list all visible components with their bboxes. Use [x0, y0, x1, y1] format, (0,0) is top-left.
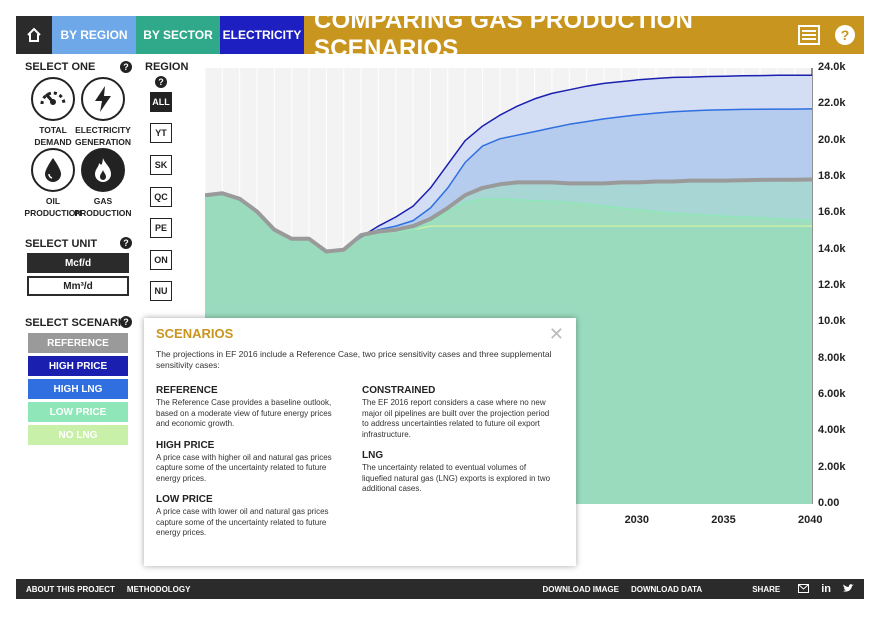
- y-tick-label: 22.0k: [818, 97, 846, 110]
- line-reference: [205, 177, 813, 254]
- unit-mm3d-button[interactable]: Mm³/d: [27, 276, 129, 296]
- flame-icon: [95, 158, 111, 182]
- high-price-text: A price case with higher oil and natural…: [156, 452, 332, 483]
- sector-label: TOTAL: [39, 125, 67, 135]
- sector-label: ELECTRICITY: [75, 125, 131, 135]
- scenario-high-lng-button[interactable]: HIGH LNG: [28, 379, 128, 399]
- svg-text:?: ?: [841, 27, 850, 43]
- tab-by-region[interactable]: BY REGION: [52, 16, 136, 54]
- sector-label: GAS: [93, 196, 113, 206]
- y-tick-label: 6.00k: [818, 388, 846, 400]
- region-pe[interactable]: PE: [150, 218, 172, 238]
- x-tick-label: 2040: [798, 514, 823, 526]
- region-label: REGION: [145, 61, 189, 73]
- scenario-low-price-button[interactable]: LOW PRICE: [28, 402, 128, 422]
- lng-heading: LNG: [362, 450, 384, 461]
- linkedin-icon[interactable]: in: [821, 583, 831, 595]
- reference-heading: REFERENCE: [156, 385, 218, 396]
- title-bar: COMPARING GAS PRODUCTION SCENARIOS ?: [304, 7, 864, 62]
- gauge-icon: [40, 91, 66, 105]
- about-link[interactable]: ABOUT THIS PROJECT: [26, 584, 115, 594]
- region-all[interactable]: ALL: [150, 92, 172, 112]
- y-tick-label: 14.0k: [818, 242, 846, 255]
- scenario-no-lng-button[interactable]: NO LNG: [28, 425, 128, 445]
- top-nav: BY REGION BY SECTOR ELECTRICITY COMPARIN…: [16, 7, 864, 62]
- y-tick-label: 10.0k: [818, 315, 846, 328]
- share-label: SHARE: [752, 584, 781, 594]
- sector-label: PRODUCTION: [74, 208, 132, 218]
- y-tick-label: 2.00k: [818, 460, 846, 473]
- y-tick-label: 0.00: [818, 497, 840, 509]
- high-price-heading: HIGH PRICE: [156, 439, 215, 451]
- sector-label: DEMAND: [34, 137, 72, 147]
- sector-oil-production[interactable]: OIL PRODUCTION: [24, 148, 82, 219]
- twitter-icon[interactable]: [843, 583, 854, 595]
- tab-electricity[interactable]: ELECTRICITY: [220, 16, 304, 54]
- scenario-high-price-button[interactable]: HIGH PRICE: [28, 356, 128, 376]
- help-icon[interactable]: ?: [120, 237, 132, 249]
- sector-label: OIL: [45, 196, 61, 206]
- scenarios-popup: SCENARIOS ✕ The projections in EF 2016 i…: [144, 318, 576, 566]
- home-icon: [27, 27, 41, 42]
- methodology-link[interactable]: METHODOLOGY: [126, 584, 191, 594]
- region-yt[interactable]: YT: [150, 123, 172, 143]
- close-icon[interactable]: ✕: [548, 324, 564, 344]
- y-tick-label: 16.0k: [818, 206, 846, 219]
- unit-mcfd-button[interactable]: Mcf/d: [27, 253, 129, 273]
- popup-intro: The projections in EF 2016 include a Ref…: [156, 349, 552, 370]
- sector-total-demand[interactable]: TOTAL DEMAND: [29, 77, 77, 148]
- region-nu[interactable]: NU: [150, 281, 172, 301]
- home-button[interactable]: [16, 16, 52, 54]
- sector-label: PRODUCTION: [24, 208, 82, 218]
- sector-electricity-generation[interactable]: ELECTRICITY GENERATION: [75, 77, 131, 148]
- constrained-heading: CONSTRAINED: [362, 385, 436, 396]
- reference-text: The Reference Case provides a baseline o…: [156, 398, 332, 428]
- scenario-reference-button[interactable]: REFERENCE: [28, 333, 128, 353]
- page-title: COMPARING GAS PRODUCTION SCENARIOS: [314, 7, 694, 62]
- footer-bar: ABOUT THIS PROJECT METHODOLOGY DOWNLOAD …: [16, 579, 864, 599]
- low-price-text: A price case with lower oil and natural …: [156, 507, 329, 537]
- select-scenario-label: SELECT SCENARIO: [25, 317, 130, 329]
- popup-title: SCENARIOS: [156, 326, 234, 341]
- sector-gas-production[interactable]: GAS PRODUCTION: [74, 148, 132, 219]
- oil-drop-icon: [45, 158, 61, 182]
- low-price-heading: LOW PRICE: [156, 494, 213, 505]
- lightning-icon: [95, 86, 111, 112]
- download-image-link[interactable]: DOWNLOAD IMAGE: [542, 584, 619, 594]
- download-data-link[interactable]: DOWNLOAD DATA: [630, 584, 703, 594]
- tab-by-sector[interactable]: BY SECTOR: [136, 16, 220, 54]
- help-icon[interactable]: ?: [120, 61, 132, 73]
- sector-label: GENERATION: [74, 137, 132, 147]
- help-icon[interactable]: ?: [155, 76, 167, 88]
- y-tick-label: 12.0k: [818, 279, 846, 291]
- email-icon[interactable]: [798, 583, 810, 595]
- y-tick-label: 18.0k: [818, 170, 846, 182]
- x-tick-label: 2030: [624, 514, 650, 526]
- help-icon[interactable]: ?: [120, 316, 132, 328]
- y-tick-label: 8.00k: [818, 351, 846, 364]
- select-one-label: SELECT ONE: [25, 61, 96, 73]
- region-sk[interactable]: SK: [150, 155, 172, 175]
- lng-text: The uncertainty related to eventual volu…: [362, 463, 551, 493]
- y-tick-label: 24.0k: [818, 61, 846, 73]
- x-tick-label: 2035: [711, 514, 736, 526]
- y-tick-label: 4.00k: [818, 424, 846, 437]
- region-qc[interactable]: QC: [150, 187, 172, 207]
- menu-icon[interactable]: [798, 25, 820, 45]
- select-unit-label: SELECT UNIT: [25, 238, 98, 250]
- constrained-text: The EF 2016 report considers a case wher…: [362, 398, 550, 439]
- y-tick-label: 20.0k: [818, 133, 846, 146]
- help-icon[interactable]: ?: [834, 24, 856, 46]
- region-on[interactable]: ON: [150, 250, 172, 270]
